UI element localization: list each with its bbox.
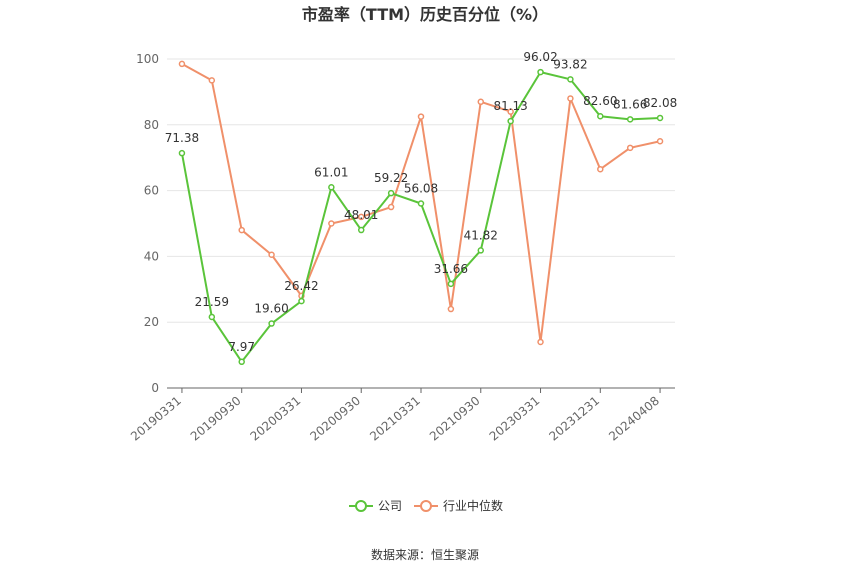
legend-label: 行业中位数 bbox=[443, 498, 503, 513]
legend-circle-marker bbox=[420, 500, 432, 512]
company-point[interactable] bbox=[387, 189, 395, 197]
y-tick-label: 40 bbox=[144, 249, 159, 263]
legend-label: 公司 bbox=[378, 499, 402, 513]
legend-item-industry-median[interactable]: 行业中位数 bbox=[414, 498, 503, 513]
data-labels: 71.38 21.59 7.97 19.60 26.42 61.01 48.01 59.225… bbox=[165, 50, 677, 354]
industry-point[interactable] bbox=[597, 165, 604, 173]
company-point[interactable] bbox=[268, 320, 275, 327]
company-point[interactable] bbox=[507, 117, 514, 125]
company-point[interactable] bbox=[656, 114, 664, 122]
company-point[interactable] bbox=[447, 280, 455, 288]
company-point[interactable] bbox=[298, 297, 305, 305]
industry-point[interactable] bbox=[567, 95, 574, 102]
x-tick-label: 20200930 bbox=[307, 394, 363, 444]
industry-point[interactable] bbox=[417, 113, 425, 120]
industry-point[interactable] bbox=[178, 60, 186, 68]
grid bbox=[167, 58, 675, 323]
data-label: 59.22 bbox=[374, 171, 408, 185]
legend-item-company[interactable]: 公司 bbox=[349, 499, 402, 513]
company-point[interactable] bbox=[537, 68, 544, 76]
x-tick-label: 20240408 bbox=[606, 394, 662, 444]
industry-point[interactable] bbox=[357, 213, 365, 221]
data-label: 48.01 bbox=[344, 208, 378, 222]
industry-point[interactable] bbox=[238, 226, 245, 234]
company-point[interactable] bbox=[178, 149, 186, 157]
data-label: 56.08 bbox=[404, 181, 438, 195]
industry-point[interactable] bbox=[507, 108, 514, 115]
x-tick-label: 20200331 bbox=[248, 394, 304, 444]
company-point[interactable] bbox=[357, 226, 365, 234]
source-note: 数据来源：恒生聚源 bbox=[371, 547, 479, 562]
industry-point[interactable] bbox=[268, 251, 275, 259]
data-label: 96.02 bbox=[523, 50, 557, 64]
data-label: 7.97 bbox=[228, 340, 255, 354]
data-label: 82.08 bbox=[643, 96, 677, 110]
series-layer bbox=[178, 60, 664, 366]
data-label: 41.82 bbox=[464, 228, 498, 242]
industry-point[interactable] bbox=[387, 203, 395, 211]
data-label: 21.59 bbox=[195, 295, 229, 309]
x-tick-label: 20230331 bbox=[487, 394, 543, 444]
industry-point[interactable] bbox=[626, 144, 634, 152]
company-point[interactable] bbox=[417, 200, 425, 207]
legend-circle-marker bbox=[355, 500, 367, 512]
industry-point[interactable] bbox=[477, 98, 485, 106]
y-tick-label: 0 bbox=[151, 381, 159, 395]
chart-title: 市盈率（TTM）历史百分位（%） bbox=[302, 5, 548, 24]
industry-point[interactable] bbox=[656, 138, 664, 145]
industry-point[interactable] bbox=[328, 220, 335, 227]
data-label: 61.01 bbox=[314, 165, 348, 179]
data-label: 71.38 bbox=[165, 131, 199, 145]
x-tick-label: 20210331 bbox=[367, 394, 423, 444]
company-point[interactable] bbox=[626, 116, 634, 123]
x-tick-label: 20190331 bbox=[128, 394, 184, 444]
data-label: 81.66 bbox=[613, 97, 647, 111]
y-tick-label: 20 bbox=[144, 315, 159, 329]
data-label: 19.60 bbox=[254, 302, 288, 316]
company-point[interactable] bbox=[477, 247, 485, 254]
x-tick-label: 20210930 bbox=[427, 394, 483, 444]
x-tick-label: 20190930 bbox=[188, 394, 244, 444]
data-label: 93.82 bbox=[553, 57, 587, 71]
data-label: 31.66 bbox=[434, 262, 468, 276]
company-point[interactable] bbox=[567, 76, 574, 83]
company-point[interactable] bbox=[238, 358, 245, 366]
data-label: 26.42 bbox=[284, 279, 318, 293]
y-tick-label: 80 bbox=[144, 118, 159, 132]
industry-point[interactable] bbox=[447, 305, 455, 313]
y-tick-label: 60 bbox=[144, 184, 159, 198]
company-point[interactable] bbox=[597, 112, 604, 120]
axes: 0 20 40 60 80 100 20190331 20190930 20200331 2020… bbox=[128, 52, 675, 444]
industry-point[interactable] bbox=[208, 77, 216, 84]
legend[interactable]: 公司 行业中位数 bbox=[349, 498, 503, 513]
data-label: 81.13 bbox=[493, 99, 527, 113]
industry-point[interactable] bbox=[537, 338, 544, 346]
company-point[interactable] bbox=[328, 184, 335, 191]
company-point[interactable] bbox=[208, 313, 216, 321]
y-tick-label: 100 bbox=[136, 52, 159, 66]
data-label: 82.60 bbox=[583, 94, 617, 108]
x-tick-label: 20231231 bbox=[546, 394, 602, 444]
